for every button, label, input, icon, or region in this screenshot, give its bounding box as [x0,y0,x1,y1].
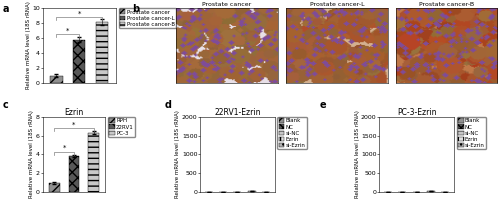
Text: *: * [78,10,81,16]
Text: b: b [132,4,140,14]
Title: Ezrin: Ezrin [64,108,84,117]
Title: PC-3-Ezrin: PC-3-Ezrin [397,108,436,117]
Y-axis label: Relative mRNA level (18S rRNA): Relative mRNA level (18S rRNA) [176,111,180,198]
Legend: RPH, 22RV1, PC-3: RPH, 22RV1, PC-3 [108,117,135,137]
Text: *: * [66,28,70,34]
Bar [88,133,99,192]
Text: c: c [2,100,8,110]
Bar [49,183,59,192]
Title: Prostate cancer-B: Prostate cancer-B [419,2,474,7]
Bar [248,191,256,192]
Bar [68,156,80,192]
Text: *: * [72,121,76,127]
Title: 22RV1-Ezrin: 22RV1-Ezrin [214,108,260,117]
Legend: Blank, NC, si-NC, Ezrin, si-Ezrin: Blank, NC, si-NC, Ezrin, si-Ezrin [278,117,307,149]
Y-axis label: Relative mRNA level (18S rRNA): Relative mRNA level (18S rRNA) [30,111,35,198]
Bar [50,76,62,83]
Title: Prostate cancer-L: Prostate cancer-L [310,2,364,7]
Legend: Prostate cancer, Prostate cancer-L, Prostate cancer-B: Prostate cancer, Prostate cancer-L, Pros… [118,8,176,28]
Legend: Blank, NC, si-NC, Ezrin, si-Ezrin: Blank, NC, si-NC, Ezrin, si-Ezrin [456,117,486,149]
Bar [427,191,435,192]
Text: e: e [320,100,326,110]
Y-axis label: Relative mRNA level (18S rRNA): Relative mRNA level (18S rRNA) [26,2,30,89]
Bar [96,22,108,83]
Y-axis label: Relative mRNA level (18S rRNA): Relative mRNA level (18S rRNA) [354,111,360,198]
Bar [73,40,86,83]
Text: d: d [165,100,172,110]
Text: a: a [2,4,9,14]
Title: Prostate cancer: Prostate cancer [202,2,252,7]
Text: *: * [62,145,66,151]
